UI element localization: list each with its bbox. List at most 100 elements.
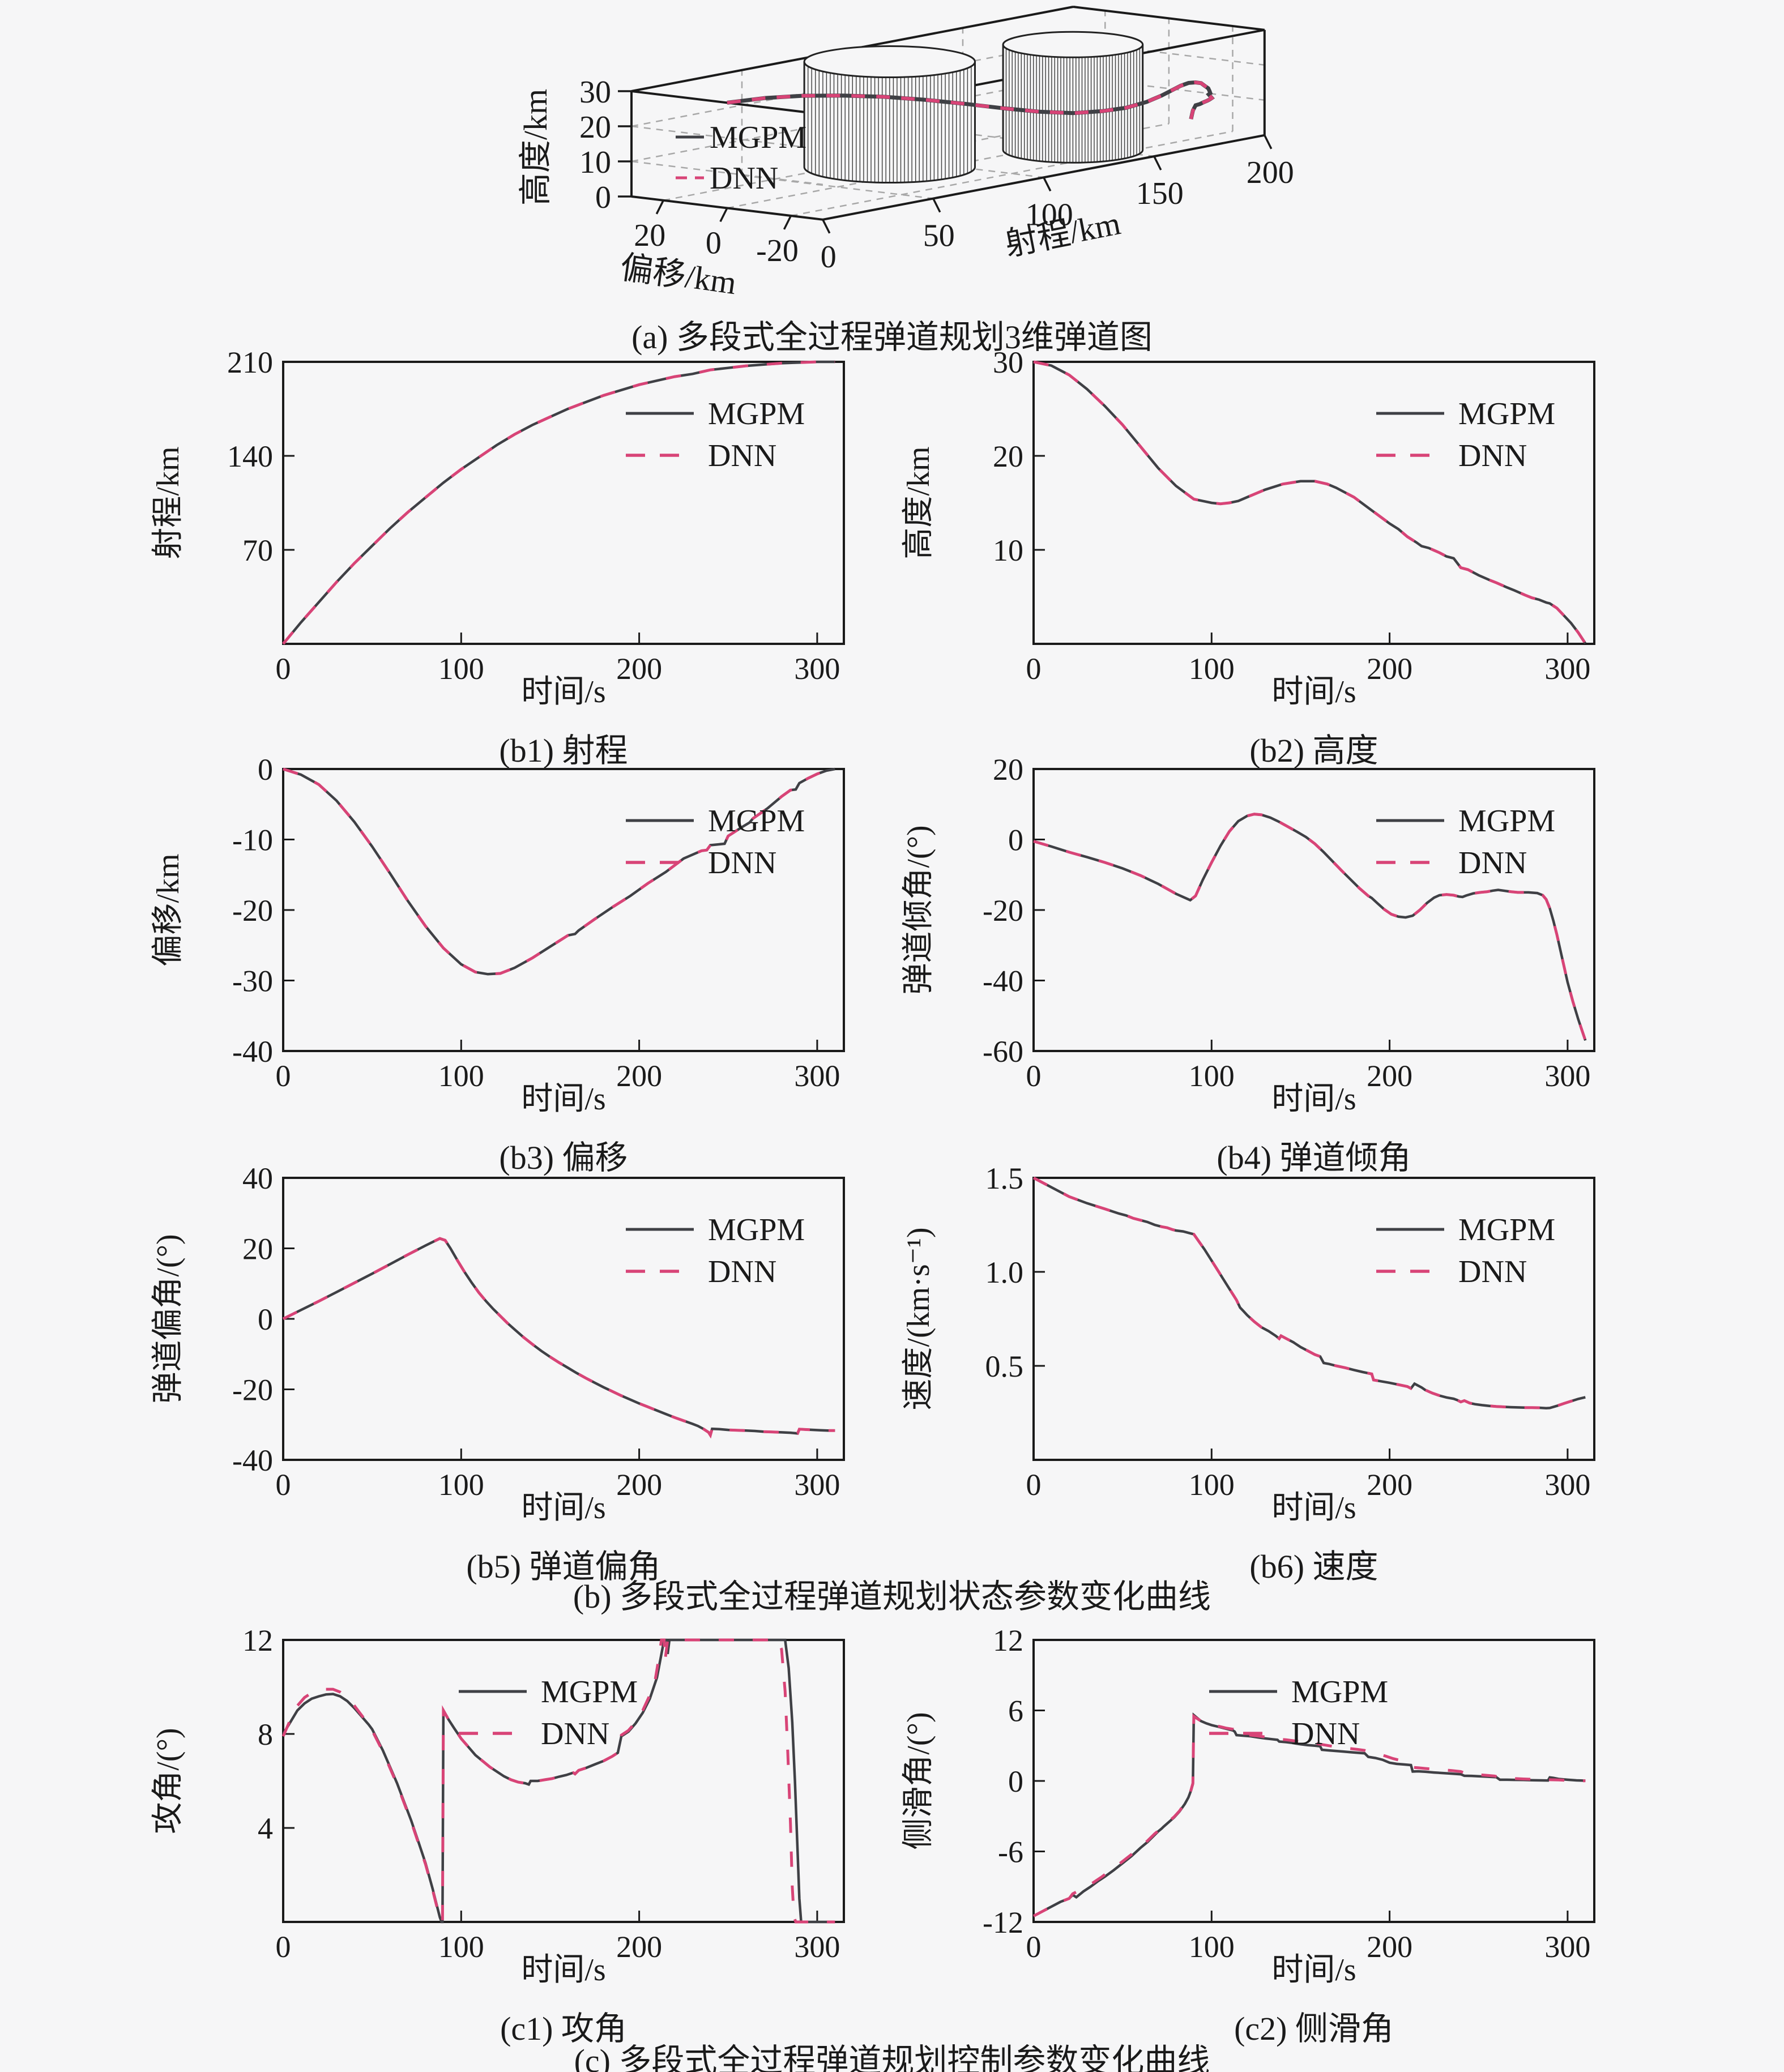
chart-canvas-b3: 0 100 200 300 -40 -30 -20 -10 0 时间/s 偏移/km MGPM DNN: [151, 753, 845, 1117]
chart-canvas-b5: 0 100 200 300 -40 -20 0 20 40 时间/s 弹道偏角/(°) MGPM DNN: [151, 1161, 845, 1526]
x-tick-label: 300: [794, 1059, 840, 1093]
caption-b6: (b6) 速度: [1249, 1548, 1378, 1585]
box-edge: [1073, 6, 1265, 31]
y-tick-label: 0: [258, 1302, 273, 1336]
y-tick: [655, 200, 664, 215]
y-tick-label: 0.5: [985, 1349, 1024, 1383]
x-axis-title: 时间/s: [521, 1490, 605, 1526]
x-tick-label: 100: [1189, 1059, 1235, 1093]
y-tick-label: 40: [242, 1161, 273, 1195]
cylinder-outline: [803, 62, 976, 183]
x-tick-label: 100: [1189, 1930, 1235, 1964]
x-tick-label: 200: [616, 1468, 662, 1502]
plot-frame: [282, 1639, 845, 1923]
x-tick-label: 0: [276, 1930, 291, 1964]
legend-label-mgpm: MGPM: [708, 396, 805, 432]
x-tick: [1043, 177, 1052, 192]
y-tick-label: 8: [258, 1718, 273, 1751]
x-tick-label: 100: [438, 1930, 484, 1964]
caption-b5: (b5) 弹道偏角: [466, 1548, 661, 1585]
y-axis-title: 高度/km: [901, 446, 936, 559]
y-tick-label: -10: [232, 823, 273, 857]
x-tick-label: 200: [1367, 1930, 1412, 1964]
caption-a: (a) 多段式全过程弹道规划3维弹道图: [631, 319, 1153, 356]
y-tick-label: -12: [983, 1906, 1023, 1939]
x-tick-label: 300: [1544, 652, 1590, 686]
y-tick-label: 70: [242, 533, 273, 567]
x-tick-label: 150: [1136, 176, 1184, 211]
caption-b4: (b4) 弹道倾角: [1217, 1139, 1411, 1176]
legend-label-dnn: DNN: [1458, 438, 1527, 473]
x-tick: [822, 219, 831, 234]
legend-label-dnn: DNN: [708, 438, 776, 473]
cylinder-top: [803, 45, 976, 78]
y-tick-label: 20: [242, 1232, 273, 1266]
x-tick-label: 100: [438, 1059, 484, 1093]
plot-frame: [282, 361, 845, 645]
y-tick: [719, 207, 728, 223]
legend-label-mgpm: MGPM: [708, 1212, 805, 1248]
legend-label-dnn: DNN: [708, 845, 776, 881]
x-tick-label: 100: [1189, 652, 1235, 686]
z-axis-title: 高度/km: [517, 89, 554, 206]
y-axis-title: 侧滑角/(°): [901, 1712, 936, 1849]
y-axis-title: 射程/km: [151, 446, 186, 559]
legend-label-mgpm: MGPM: [708, 804, 805, 839]
legend-label-dnn: DNN: [708, 1254, 776, 1289]
x-tick-label: 50: [923, 219, 955, 254]
legend-label-mgpm: MGPM: [541, 1674, 638, 1710]
x-tick-label: 0: [276, 1059, 291, 1093]
chart-b5-heading-angle: 0 100 200 300 -40 -20 0 20 40 时间/s 弹道偏角/(°) MGPM DNN…: [79, 1150, 900, 1585]
x-tick-label: 300: [1544, 1930, 1590, 1964]
plot-frame: [1032, 361, 1595, 645]
chart-c1-angle-of-attack: 0 100 200 300 4 8 12 时间/s 攻角/(°) MGPM DNN (c1) 攻角: [79, 1612, 900, 2047]
y-tick-label: 0: [706, 225, 722, 260]
y-tick-label: 0: [258, 753, 273, 787]
y-tick-label: 20: [993, 753, 1023, 787]
chart-c2-sideslip-angle: 0 100 200 300 -12 -6 0 6 12 时间/s 侧滑角/(°) MGPM DNN (c…: [884, 1612, 1705, 2047]
x-tick-label: 200: [1367, 1059, 1412, 1093]
legend-label-dnn: DNN: [541, 1716, 609, 1751]
chart-canvas-b4: 0 100 200 300 -60 -40 -20 0 20 时间/s 弹道倾角/(°) MGPM DN…: [901, 753, 1595, 1117]
y-tick-label: -40: [232, 1035, 273, 1069]
cylinder-top: [1002, 31, 1144, 58]
y-tick-label: -20: [756, 233, 799, 268]
y-tick-label: 12: [242, 1624, 273, 1657]
caption-b2: (b2) 高度: [1249, 732, 1378, 769]
x-tick-label: 0: [1026, 652, 1042, 686]
x-tick-label: 100: [438, 652, 484, 686]
y-tick-label: -40: [232, 1443, 273, 1477]
x-axis-title: 时间/s: [1271, 674, 1356, 710]
legend-label-mgpm: MGPM: [710, 120, 806, 155]
z-tick-label: 0: [595, 180, 611, 215]
chart-b5-canvas-mount: 0 100 200 300 -40 -20 0 20 40 时间/s 弹道偏角/(°) MGPM DNN: [79, 1150, 900, 1569]
series-mgpm: [1032, 1712, 1586, 1917]
x-tick-label: 0: [1026, 1468, 1042, 1502]
x-tick-label: 100: [1026, 197, 1073, 232]
x-tick-label: 300: [1544, 1059, 1590, 1093]
y-tick-label: -40: [983, 964, 1023, 998]
x-axis-title: 时间/s: [1271, 1953, 1356, 1988]
y-tick-label: 12: [993, 1624, 1023, 1657]
y-tick-label: 30: [993, 345, 1023, 379]
legend-label-mgpm: MGPM: [1458, 1212, 1555, 1248]
y-tick-label: -20: [232, 1373, 273, 1407]
x-tick-label: 300: [1544, 1468, 1590, 1502]
chart-canvas-b1: 0 100 200 300 70 140 210 时间/s 射程/km MGPM DNN: [151, 345, 845, 710]
y-tick: [783, 215, 792, 230]
y-tick-label: -30: [232, 964, 273, 998]
caption-b3: (b3) 偏移: [499, 1139, 628, 1176]
chart-b6-canvas-mount: 0 100 200 300 0.5 1.0 1.5 时间/s 速度/(km·s⁻¹) MGPM DN…: [884, 1150, 1705, 1569]
x-tick-label: 300: [794, 1930, 840, 1964]
chart-canvas-c1: 0 100 200 300 4 8 12 时间/s 攻角/(°) MGPM DNN: [151, 1624, 845, 1988]
y-tick-label: 1.5: [985, 1161, 1024, 1195]
z-tick-label: 30: [579, 75, 611, 110]
legend-label-dnn: DNN: [1458, 1254, 1527, 1289]
y-axis-title: 攻角/(°): [151, 1728, 186, 1834]
z-tick-label: 10: [579, 145, 611, 180]
x-tick-label: 0: [1026, 1059, 1042, 1093]
x-tick: [1264, 135, 1273, 149]
series-dnn: [1033, 360, 1587, 644]
